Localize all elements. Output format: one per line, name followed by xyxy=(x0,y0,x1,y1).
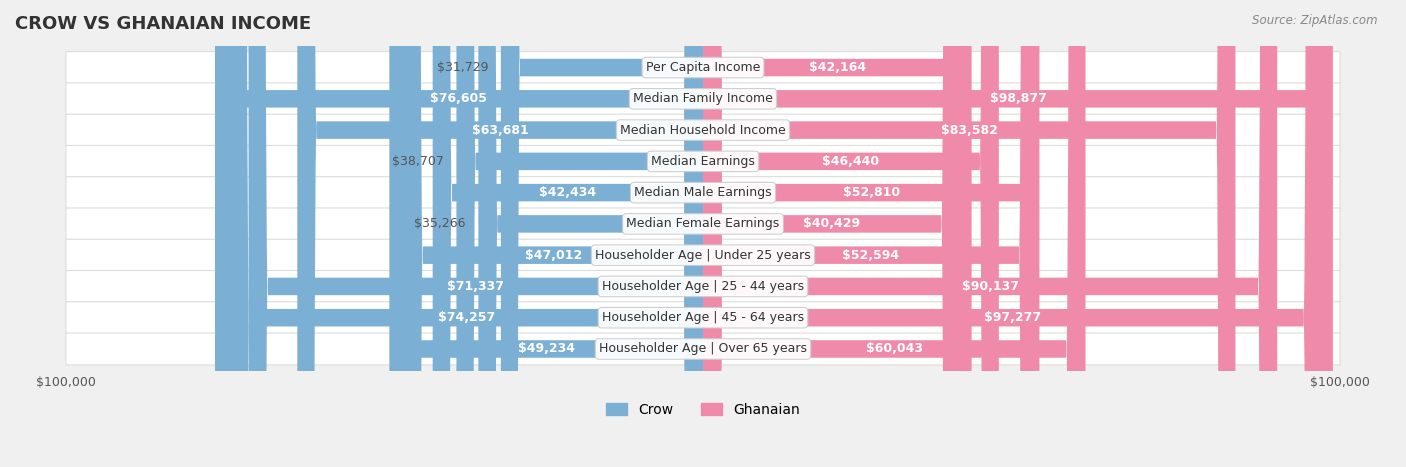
Legend: Crow, Ghanaian: Crow, Ghanaian xyxy=(600,397,806,423)
Text: $97,277: $97,277 xyxy=(984,311,1042,324)
Text: $52,810: $52,810 xyxy=(842,186,900,199)
Text: $83,582: $83,582 xyxy=(941,124,998,136)
FancyBboxPatch shape xyxy=(297,0,703,467)
Text: Median Male Earnings: Median Male Earnings xyxy=(634,186,772,199)
FancyBboxPatch shape xyxy=(703,0,972,467)
Text: $76,605: $76,605 xyxy=(430,92,488,106)
Text: $42,434: $42,434 xyxy=(540,186,596,199)
FancyBboxPatch shape xyxy=(66,83,1340,115)
FancyBboxPatch shape xyxy=(66,177,1340,209)
FancyBboxPatch shape xyxy=(231,0,703,467)
Text: $40,429: $40,429 xyxy=(803,218,860,230)
Text: $98,877: $98,877 xyxy=(990,92,1046,106)
FancyBboxPatch shape xyxy=(703,0,1323,467)
Text: $31,729: $31,729 xyxy=(437,61,488,74)
Text: CROW VS GHANAIAN INCOME: CROW VS GHANAIAN INCOME xyxy=(15,15,311,33)
Text: Per Capita Income: Per Capita Income xyxy=(645,61,761,74)
FancyBboxPatch shape xyxy=(703,0,1236,467)
FancyBboxPatch shape xyxy=(389,0,703,467)
FancyBboxPatch shape xyxy=(249,0,703,467)
FancyBboxPatch shape xyxy=(66,333,1340,365)
Text: $74,257: $74,257 xyxy=(437,311,495,324)
FancyBboxPatch shape xyxy=(703,0,1038,467)
FancyBboxPatch shape xyxy=(433,0,703,467)
FancyBboxPatch shape xyxy=(457,0,703,467)
FancyBboxPatch shape xyxy=(703,0,960,467)
Text: Median Household Income: Median Household Income xyxy=(620,124,786,136)
Text: $47,012: $47,012 xyxy=(524,248,582,262)
FancyBboxPatch shape xyxy=(703,0,998,467)
Text: $63,681: $63,681 xyxy=(472,124,529,136)
FancyBboxPatch shape xyxy=(703,0,1277,467)
FancyBboxPatch shape xyxy=(478,0,703,467)
Text: $60,043: $60,043 xyxy=(866,342,922,355)
FancyBboxPatch shape xyxy=(66,145,1340,177)
Text: $46,440: $46,440 xyxy=(823,155,880,168)
Text: Householder Age | Under 25 years: Householder Age | Under 25 years xyxy=(595,248,811,262)
FancyBboxPatch shape xyxy=(215,0,703,467)
FancyBboxPatch shape xyxy=(703,0,1333,467)
Text: Householder Age | Over 65 years: Householder Age | Over 65 years xyxy=(599,342,807,355)
FancyBboxPatch shape xyxy=(404,0,703,467)
FancyBboxPatch shape xyxy=(703,0,1039,467)
Text: Householder Age | 45 - 64 years: Householder Age | 45 - 64 years xyxy=(602,311,804,324)
Text: $90,137: $90,137 xyxy=(962,280,1018,293)
Text: $35,266: $35,266 xyxy=(415,218,465,230)
FancyBboxPatch shape xyxy=(66,239,1340,271)
Text: $49,234: $49,234 xyxy=(517,342,575,355)
Text: $71,337: $71,337 xyxy=(447,280,505,293)
Text: $52,594: $52,594 xyxy=(842,248,898,262)
FancyBboxPatch shape xyxy=(703,0,1085,467)
FancyBboxPatch shape xyxy=(66,270,1340,303)
Text: Median Earnings: Median Earnings xyxy=(651,155,755,168)
FancyBboxPatch shape xyxy=(66,114,1340,146)
Text: $38,707: $38,707 xyxy=(392,155,444,168)
FancyBboxPatch shape xyxy=(66,52,1340,84)
FancyBboxPatch shape xyxy=(501,0,703,467)
Text: Source: ZipAtlas.com: Source: ZipAtlas.com xyxy=(1253,14,1378,27)
Text: Householder Age | 25 - 44 years: Householder Age | 25 - 44 years xyxy=(602,280,804,293)
Text: Median Female Earnings: Median Female Earnings xyxy=(627,218,779,230)
FancyBboxPatch shape xyxy=(66,302,1340,333)
FancyBboxPatch shape xyxy=(66,208,1340,240)
Text: $42,164: $42,164 xyxy=(808,61,866,74)
Text: Median Family Income: Median Family Income xyxy=(633,92,773,106)
